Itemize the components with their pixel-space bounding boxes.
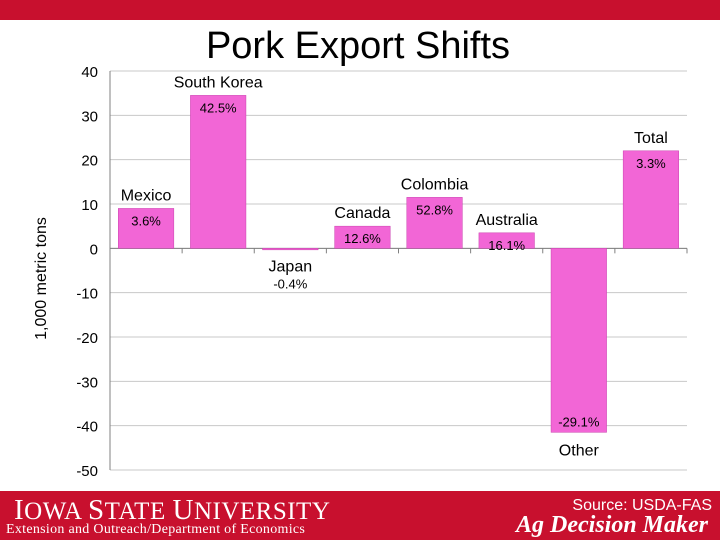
y-tick-label: -50	[76, 463, 98, 480]
category-label: South Korea	[174, 74, 263, 91]
source-note: Source: USDA-FAS	[572, 497, 712, 514]
bar	[478, 232, 535, 249]
bar	[190, 95, 247, 249]
bar	[550, 248, 607, 433]
y-tick-label: 0	[90, 241, 98, 258]
data-label: 3.6%	[131, 213, 161, 228]
bar	[406, 197, 463, 249]
category-label: Colombia	[401, 176, 469, 193]
category-label: Australia	[476, 212, 538, 229]
bar	[622, 150, 679, 249]
y-tick-label: 30	[81, 108, 98, 125]
data-label: 3.3%	[636, 156, 666, 171]
y-tick-label: -40	[76, 419, 98, 436]
ag-decision-maker-logo: Ag Decision Maker	[516, 512, 708, 538]
university-name: IOWA STATE UNIVERSITY	[14, 494, 331, 526]
page-title: Pork Export Shifts	[0, 24, 720, 68]
category-label: Other	[559, 442, 600, 459]
top-banner	[0, 0, 720, 20]
bar	[334, 225, 391, 249]
y-tick-label: 20	[81, 153, 98, 170]
y-tick-label: -30	[76, 374, 98, 391]
data-label: 42.5%	[200, 100, 237, 115]
data-label: -0.4%	[273, 276, 307, 291]
y-tick-label: 10	[81, 197, 98, 214]
category-label: Canada	[334, 205, 390, 222]
y-tick-label: -10	[76, 286, 98, 303]
category-label: Total	[634, 130, 668, 147]
data-label: -29.1%	[558, 414, 600, 429]
data-label: 16.1%	[488, 238, 525, 253]
y-tick-label: -20	[76, 330, 98, 347]
footer-bar	[0, 491, 720, 540]
university-wordmark: IOWA STATE UNIVERSITY	[14, 494, 330, 527]
department-text: Extension and Outreach/Department of Eco…	[6, 522, 306, 537]
data-label: 52.8%	[416, 202, 453, 217]
bar	[118, 208, 175, 249]
category-label: Japan	[269, 258, 313, 275]
y-axis-label: 1,000 metric tons	[33, 217, 50, 340]
page-title-text: Pork Export Shifts	[205, 25, 511, 67]
bar-chart: 40 30 20 10 0 -10 -20 -30 -40 -50 1,000 metric ton…	[33, 64, 688, 480]
category-label: Mexico	[121, 187, 172, 204]
bar	[262, 248, 319, 251]
y-tick-label: 40	[81, 64, 98, 81]
data-label: 12.6%	[344, 231, 381, 246]
